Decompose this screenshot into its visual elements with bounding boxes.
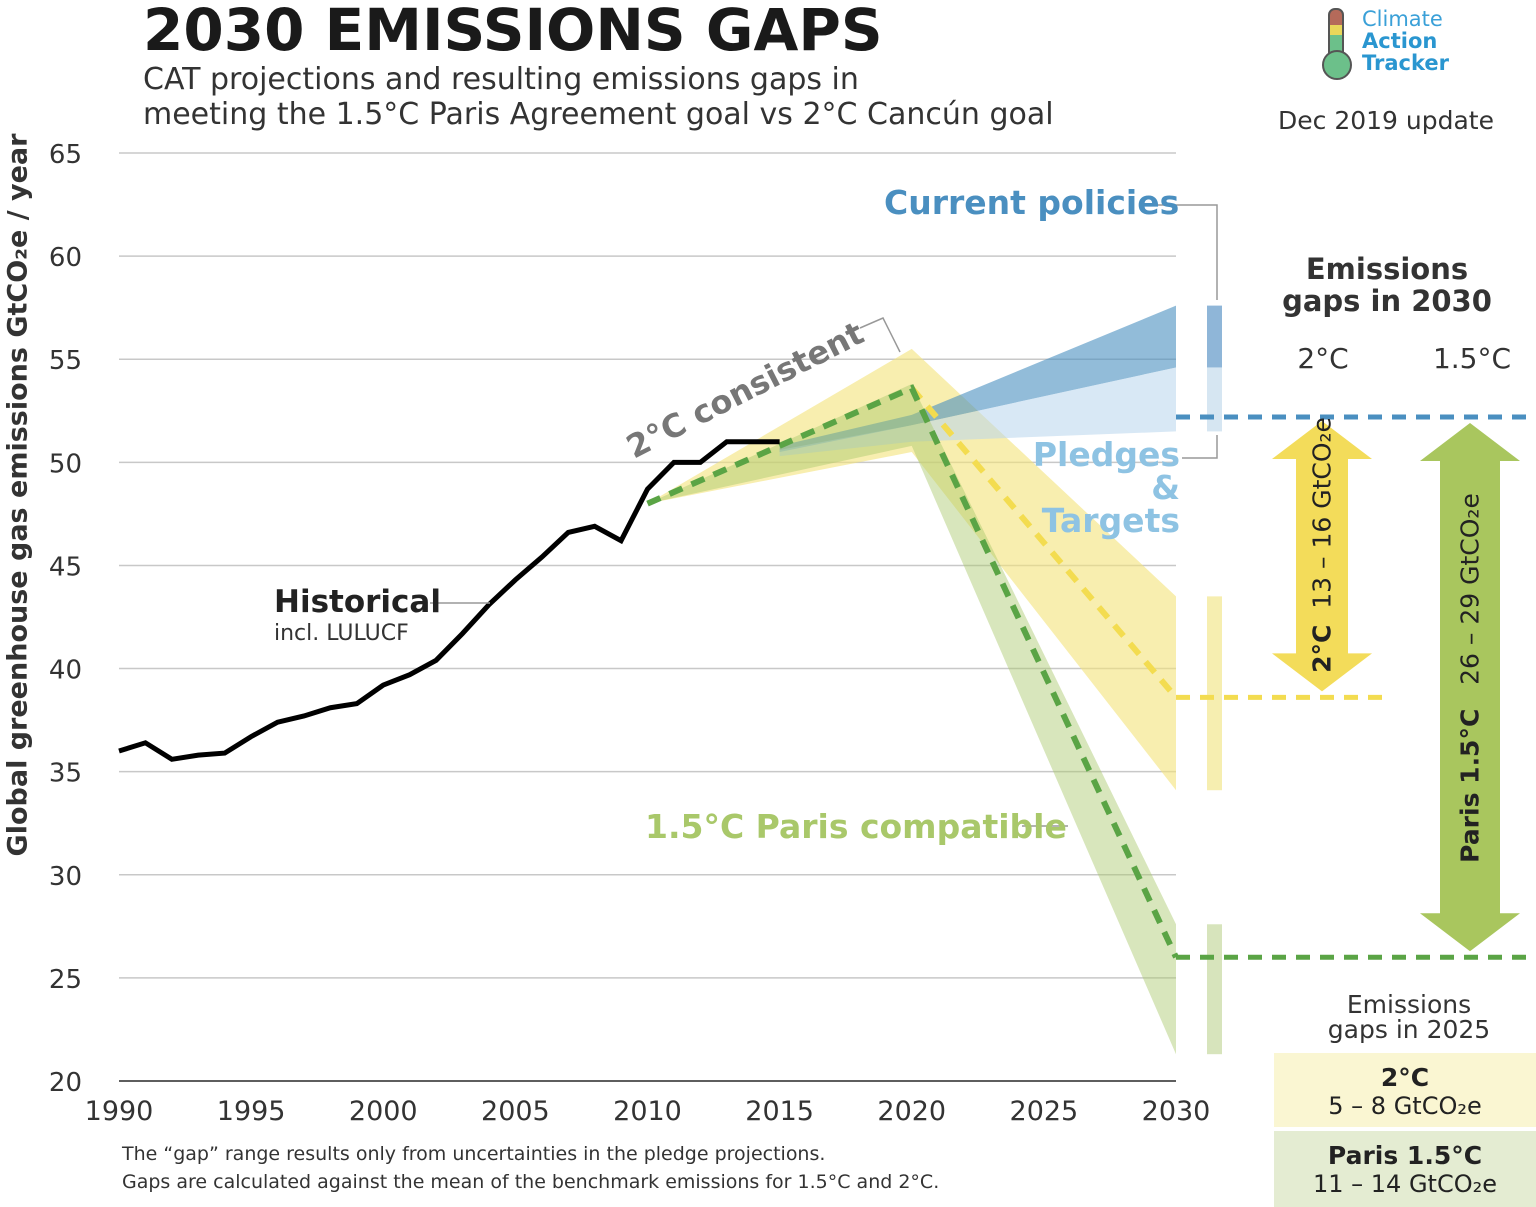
label-paris-compatible: 1.5°C Paris compatible [645, 807, 1067, 846]
current-policies-band [779, 305, 1176, 453]
x-tick-label: 2015 [745, 1096, 814, 1127]
y-tick-label: 35 [49, 759, 82, 789]
x-tick-label: 1995 [217, 1096, 286, 1127]
gap-paris-range: 26 – 29 GtCO₂e [1455, 493, 1485, 685]
gaps-2025-title-2: gaps in 2025 [1327, 1015, 1491, 1044]
two-c-band [647, 348, 1176, 791]
range-bar-pledges [1207, 367, 1222, 432]
gaps-2030-title-2: gaps in 2030 [1282, 284, 1492, 318]
y-axis-label: Global greenhouse gas emissions GtCO₂e /… [2, 133, 34, 857]
y-tick-label: 65 [49, 140, 82, 170]
label-pledges: Pledges & Targets [1032, 435, 1180, 540]
gap-2025-paris-box: Paris 1.5°C 11 – 14 GtCO₂e [1274, 1131, 1536, 1207]
label-current-policies: Current policies [884, 183, 1180, 222]
y-tick-label: 50 [49, 449, 82, 479]
paris-mean-line [646, 384, 1179, 959]
logo: Climate Action Tracker [1322, 8, 1472, 80]
thermometer-bulb [1322, 50, 1352, 80]
gap-2025-2c-box: 2°C 5 – 8 GtCO₂e [1274, 1053, 1536, 1127]
gap-paris-arrow-label: Paris 1.5°C 26 – 29 GtCO₂e [1456, 493, 1485, 863]
gap-paris-arrow-icon [1420, 422, 1520, 952]
leader-current-policies [1158, 204, 1218, 300]
two-c-mean-line [909, 386, 1179, 700]
x-tick-label: 2010 [613, 1096, 682, 1127]
footnote-2: Gaps are calculated against the mean of … [122, 1171, 940, 1193]
gap-2c-label: 2°C [1307, 624, 1337, 673]
x-tick-label: 2025 [1010, 1096, 1079, 1127]
range-bar-paris [1207, 924, 1222, 1055]
y-tick-label: 60 [49, 243, 82, 273]
historical-line [118, 439, 780, 762]
logo-text-climate: Climate [1362, 7, 1443, 31]
chart-subtitle-1: CAT projections and resulting emissions … [143, 62, 859, 97]
x-tick-label: 2005 [481, 1096, 550, 1127]
footnote-1: The “gap” range results only from uncert… [122, 1143, 826, 1165]
leader-two-c [859, 317, 901, 353]
range-bar-two-c [1207, 596, 1222, 791]
label-historical-sub: incl. LULUCF [274, 621, 409, 646]
gap-2025-paris-value: 11 – 14 GtCO₂e [1312, 1170, 1497, 1198]
y-tick-label: 40 [49, 656, 82, 686]
y-tick-label: 55 [49, 346, 82, 376]
gap-2025-paris-label: Paris 1.5°C [1327, 1141, 1483, 1170]
range-bar-current-policies [1207, 305, 1222, 368]
logo-text-tracker: Tracker [1362, 51, 1449, 75]
gaps-2030-title-1: Emissions [1305, 252, 1469, 286]
gap-2c-arrow-label: 2°C 13 – 16 GtCO₂e [1308, 417, 1337, 673]
gap-2025-2c-value: 5 – 8 GtCO₂e [1328, 1092, 1482, 1120]
y-tick-label: 20 [49, 1068, 82, 1098]
x-tick-label: 1990 [85, 1096, 154, 1127]
leader-pledges [1182, 435, 1218, 459]
logo-text-action: Action [1362, 29, 1438, 53]
label-historical: Historical [274, 584, 441, 620]
y-tick-label: 25 [49, 965, 82, 995]
pledges-band [779, 367, 1176, 457]
x-tick-label: 2020 [877, 1096, 946, 1127]
gaps-2025-title-1: Emissions [1346, 990, 1472, 1019]
paris-band [647, 383, 1176, 1055]
gap-2c-arrow-icon [1272, 420, 1372, 692]
gaps-2030-col-15c: 1.5°C [1432, 342, 1512, 375]
x-tick-label: 2030 [1142, 1096, 1211, 1127]
x-tick-label: 2000 [349, 1096, 418, 1127]
gap-paris-label: Paris 1.5°C [1455, 708, 1485, 863]
chart-subtitle-2: meeting the 1.5°C Paris Agreement goal v… [143, 97, 1054, 132]
y-tick-label: 30 [49, 862, 82, 892]
chart-title: 2030 EMISSIONS GAPS [143, 0, 883, 64]
update-date: Dec 2019 update [1278, 106, 1494, 135]
gap-2c-range: 13 – 16 GtCO₂e [1307, 417, 1337, 609]
gap-2025-2c-label: 2°C [1380, 1063, 1430, 1092]
y-tick-label: 45 [49, 552, 82, 582]
gaps-2030-col-2c: 2°C [1297, 342, 1349, 375]
